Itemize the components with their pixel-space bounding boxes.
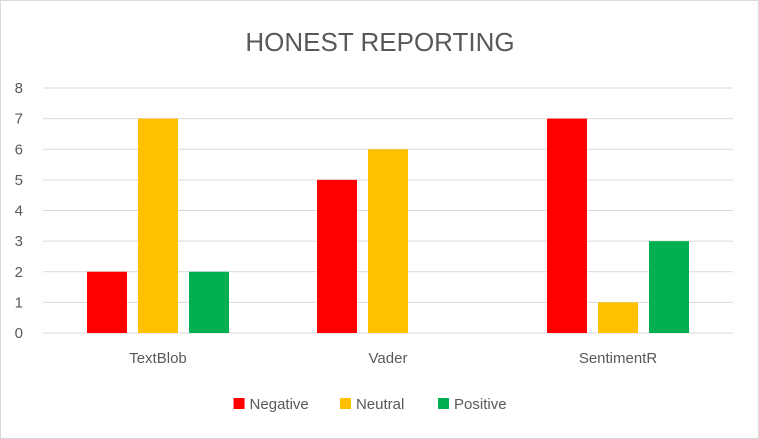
y-axis-ticks: 0 1 2 3 4 5 6 7 8 xyxy=(15,80,23,342)
y-tick-label: 7 xyxy=(15,111,23,128)
y-tick-label: 4 xyxy=(15,203,23,220)
y-tick-label: 6 xyxy=(15,141,23,158)
bar-positive-sentimentr xyxy=(649,241,689,333)
y-tick-label: 1 xyxy=(15,294,23,311)
y-tick-label: 0 xyxy=(15,325,23,342)
x-category-label: Vader xyxy=(369,350,408,367)
y-tick-label: 2 xyxy=(15,264,23,281)
legend: Negative Neutral Positive xyxy=(233,396,507,413)
bar-negative-vader xyxy=(317,179,357,333)
y-tick-label: 3 xyxy=(15,233,23,250)
x-category-label: SentimentR xyxy=(579,350,658,367)
chart-title: HONEST REPORTING xyxy=(245,27,514,57)
legend-label-positive: Positive xyxy=(454,396,507,413)
legend-swatch-neutral xyxy=(339,398,351,409)
legend-label-negative: Negative xyxy=(250,396,309,413)
bar-neutral-textblob xyxy=(138,118,178,333)
bar-neutral-sentimentr xyxy=(598,302,638,333)
y-tick-label: 8 xyxy=(15,80,23,97)
bar-negative-textblob xyxy=(87,271,127,333)
bars xyxy=(87,118,689,333)
legend-swatch-positive xyxy=(438,398,450,409)
legend-swatch-negative xyxy=(233,398,245,409)
y-tick-label: 5 xyxy=(15,172,23,189)
x-category-label: TextBlob xyxy=(129,350,187,367)
bar-neutral-vader xyxy=(368,149,408,333)
legend-label-neutral: Neutral xyxy=(356,396,404,413)
x-axis-categories: TextBlob Vader SentimentR xyxy=(129,350,657,367)
bar-positive-textblob xyxy=(189,271,229,333)
bar-negative-sentimentr xyxy=(547,118,587,333)
